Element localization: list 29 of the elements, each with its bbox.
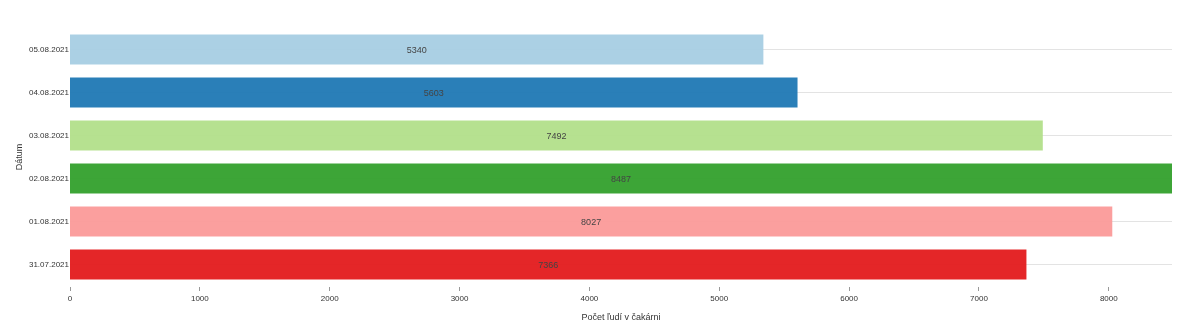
data-label: 5603 [423,87,444,98]
x-tick-label: 4000 [580,293,599,303]
data-label: 8027 [581,216,602,227]
bar [70,163,1172,194]
x-axis-title: Počet ľudí v čakárni [581,312,661,323]
data-label: 7366 [538,259,559,270]
x-tick-label: 0 [67,293,73,303]
y-tick-label: 31.07.2021 [28,260,70,270]
data-label: 7492 [546,130,567,141]
x-tick-label: 7000 [970,293,989,303]
bar [70,34,764,65]
bar [70,206,1113,237]
y-tick-label: 03.08.2021 [28,131,70,141]
bar [70,249,1027,280]
y-tick-label: 05.08.2021 [28,45,70,55]
x-tick-label: 8000 [1099,293,1119,303]
y-tick-label: 01.08.2021 [28,217,70,227]
bar [70,77,798,108]
data-label: 8487 [610,173,632,184]
x-tick-label: 2000 [320,293,340,303]
y-tick-label: 04.08.2021 [28,88,70,98]
x-tick-label: 1000 [190,293,210,303]
data-label: 5340 [406,44,427,55]
x-tick-label: 3000 [450,293,469,303]
y-tick-label: 02.08.2021 [28,174,70,184]
bar [70,120,1043,151]
x-tick-label: 6000 [840,293,859,303]
x-tick-label: 5000 [710,293,729,303]
y-axis-title: Dátum [14,143,25,171]
